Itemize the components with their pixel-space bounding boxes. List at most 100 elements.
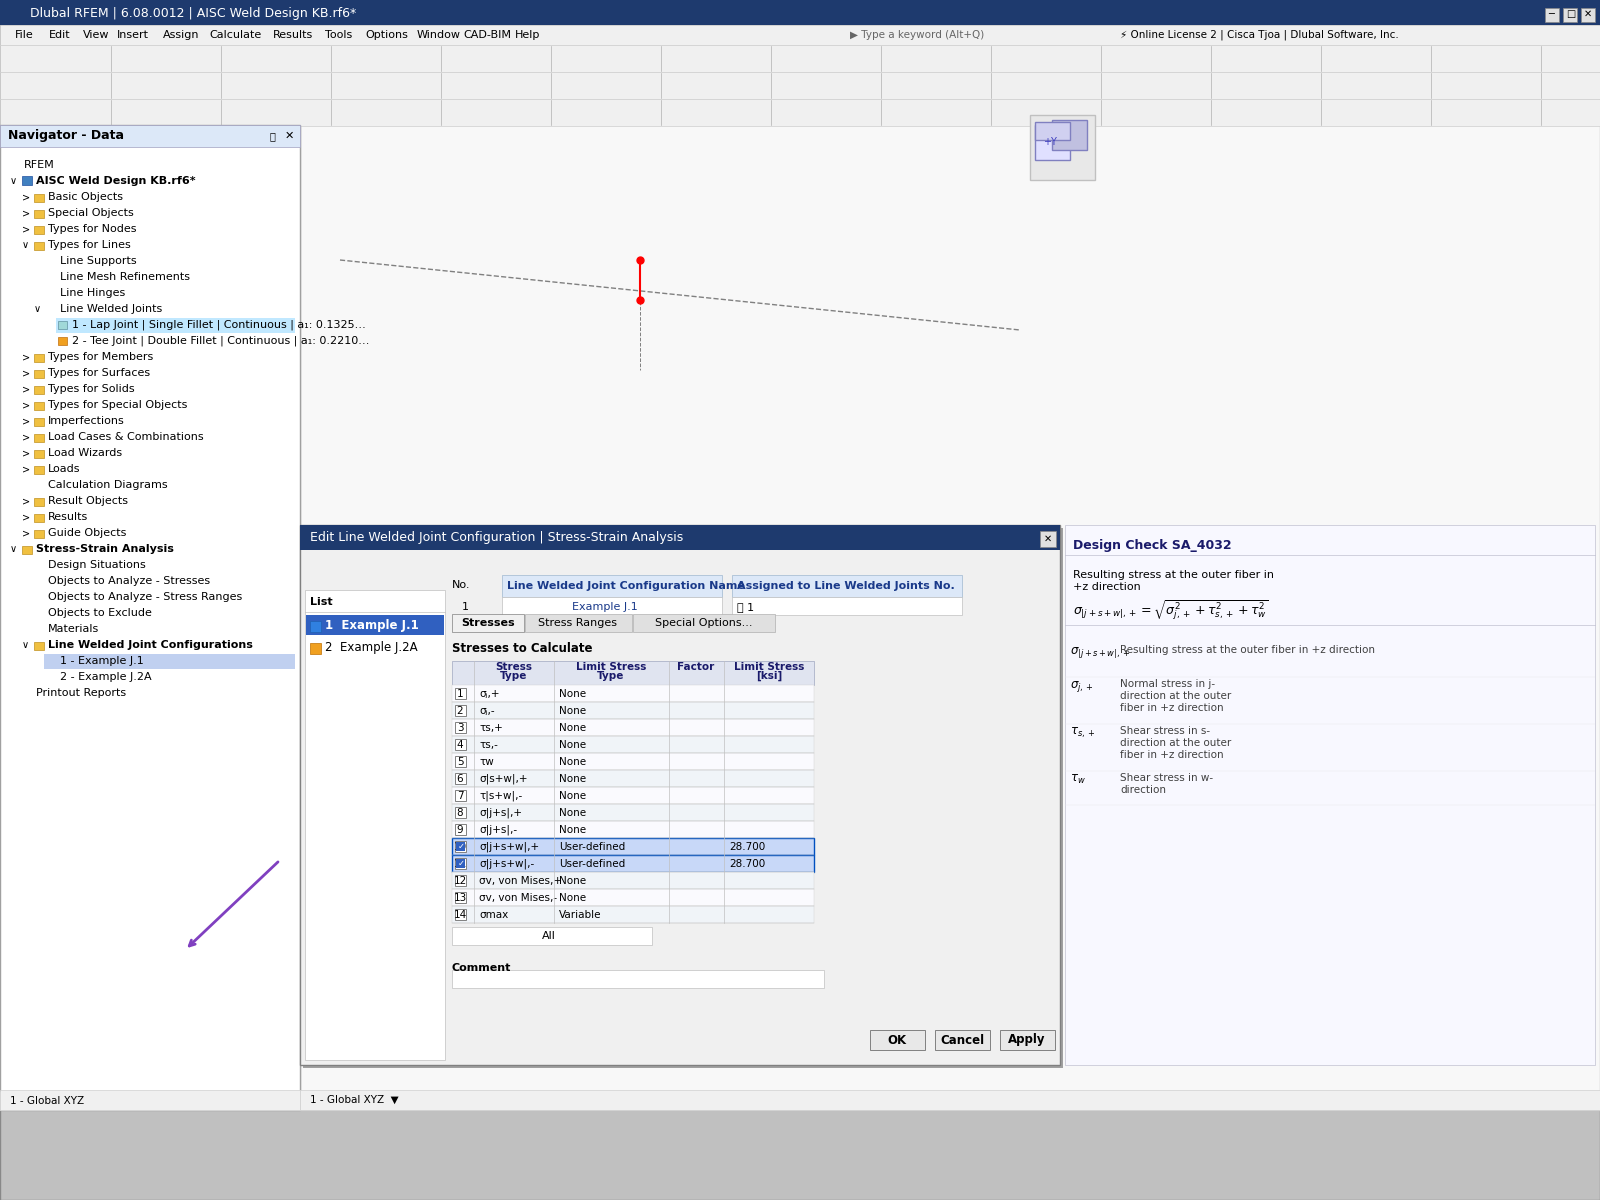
- FancyBboxPatch shape: [454, 824, 466, 835]
- FancyBboxPatch shape: [1066, 526, 1595, 1066]
- Text: ∨: ∨: [34, 304, 42, 314]
- Text: Stress Ranges: Stress Ranges: [539, 618, 618, 628]
- Text: Line Welded Joints: Line Welded Joints: [61, 304, 162, 314]
- Text: $\sigma_{|j+s+w|,+}$: $\sigma_{|j+s+w|,+}$: [1070, 646, 1130, 660]
- Text: Apply: Apply: [1008, 1033, 1046, 1046]
- Text: 28.700: 28.700: [730, 842, 765, 852]
- Text: Types for Surfaces: Types for Surfaces: [48, 368, 150, 378]
- FancyBboxPatch shape: [1000, 1030, 1054, 1050]
- Text: 1 - Example J.1: 1 - Example J.1: [61, 656, 144, 666]
- FancyBboxPatch shape: [454, 688, 466, 698]
- Text: σv, von Mises,-: σv, von Mises,-: [478, 893, 557, 902]
- Text: Navigator - Data: Navigator - Data: [8, 130, 125, 143]
- FancyBboxPatch shape: [453, 614, 525, 632]
- Text: Basic Objects: Basic Objects: [48, 192, 123, 202]
- Text: OK: OK: [888, 1033, 907, 1046]
- Text: σmax: σmax: [478, 910, 509, 920]
- Text: Result Objects: Result Objects: [48, 496, 128, 506]
- FancyBboxPatch shape: [1040, 530, 1056, 547]
- Text: Printout Reports: Printout Reports: [35, 688, 126, 698]
- Text: Cancel: Cancel: [939, 1033, 984, 1046]
- FancyBboxPatch shape: [34, 194, 45, 202]
- Text: fiber in +z direction: fiber in +z direction: [1120, 750, 1224, 760]
- Text: σ|j+s|,+: σ|j+s|,+: [478, 808, 522, 818]
- Text: >: >: [22, 192, 30, 202]
- Text: Stress-Strain Analysis: Stress-Strain Analysis: [35, 544, 174, 554]
- Text: σ|j+s|,-: σ|j+s|,-: [478, 824, 517, 835]
- Text: None: None: [558, 706, 586, 716]
- FancyBboxPatch shape: [453, 770, 814, 787]
- FancyBboxPatch shape: [502, 575, 722, 596]
- Text: List: List: [310, 596, 333, 607]
- Text: 11: 11: [453, 859, 467, 869]
- Text: Stress: Stress: [496, 662, 533, 672]
- Text: ▶ Type a keyword (Alt+Q): ▶ Type a keyword (Alt+Q): [850, 30, 984, 40]
- FancyBboxPatch shape: [525, 614, 632, 632]
- Text: σ|j+s+w|,-: σ|j+s+w|,-: [478, 859, 534, 869]
- Text: 1 - Global XYZ: 1 - Global XYZ: [10, 1096, 85, 1106]
- Text: Types for Members: Types for Members: [48, 352, 154, 362]
- Text: Types for Solids: Types for Solids: [48, 384, 134, 394]
- Text: 📌: 📌: [270, 131, 275, 140]
- Text: σ|j+s+w|,+: σ|j+s+w|,+: [478, 841, 539, 852]
- Text: σ|s+w|,+: σ|s+w|,+: [478, 774, 528, 785]
- Text: 🔧 1: 🔧 1: [738, 602, 754, 612]
- FancyBboxPatch shape: [0, 72, 1600, 98]
- Text: 7: 7: [456, 791, 464, 802]
- FancyBboxPatch shape: [453, 906, 814, 923]
- FancyBboxPatch shape: [454, 790, 466, 802]
- Text: Type: Type: [501, 671, 528, 680]
- Text: Special Objects: Special Objects: [48, 208, 134, 218]
- Text: None: None: [558, 876, 586, 886]
- FancyBboxPatch shape: [1030, 115, 1094, 180]
- Text: None: None: [558, 808, 586, 818]
- FancyBboxPatch shape: [454, 739, 466, 750]
- FancyBboxPatch shape: [454, 841, 466, 852]
- Text: Assign: Assign: [163, 30, 200, 40]
- Text: $\sigma_{|j+s+w|,+} = \sqrt{\sigma^2_{j,+} + \tau^2_{s,+} + \tau^2_w}$: $\sigma_{|j+s+w|,+} = \sqrt{\sigma^2_{j,…: [1074, 598, 1269, 622]
- FancyBboxPatch shape: [453, 754, 814, 770]
- FancyBboxPatch shape: [1546, 8, 1558, 22]
- Text: Help: Help: [515, 30, 541, 40]
- Text: [ksi]: [ksi]: [755, 671, 782, 682]
- Text: Stresses to Calculate: Stresses to Calculate: [453, 642, 592, 654]
- Text: File: File: [14, 30, 34, 40]
- FancyBboxPatch shape: [453, 787, 814, 804]
- FancyBboxPatch shape: [34, 434, 45, 442]
- Text: User-defined: User-defined: [558, 842, 626, 852]
- Text: Resulting stress at the outer fiber in: Resulting stress at the outer fiber in: [1074, 570, 1274, 580]
- FancyBboxPatch shape: [456, 842, 466, 851]
- FancyBboxPatch shape: [34, 226, 45, 234]
- Text: Shear stress in w-: Shear stress in w-: [1120, 773, 1213, 782]
- FancyBboxPatch shape: [733, 596, 962, 614]
- Text: 1: 1: [462, 602, 469, 612]
- Text: ∨: ∨: [22, 240, 29, 250]
- Text: None: None: [558, 774, 586, 784]
- Text: Load Cases & Combinations: Load Cases & Combinations: [48, 432, 203, 442]
- Text: ✓: ✓: [458, 841, 464, 851]
- Text: Types for Lines: Types for Lines: [48, 240, 131, 250]
- FancyBboxPatch shape: [58, 337, 67, 346]
- FancyBboxPatch shape: [454, 773, 466, 784]
- FancyBboxPatch shape: [0, 125, 301, 1110]
- Text: 1 - Lap Joint | Single Fillet | Continuous | a₁: 0.1325…: 1 - Lap Joint | Single Fillet | Continuo…: [72, 319, 366, 330]
- Text: >: >: [22, 496, 30, 506]
- Text: ∨: ∨: [10, 544, 18, 554]
- Text: Normal stress in j-: Normal stress in j-: [1120, 679, 1214, 689]
- FancyBboxPatch shape: [301, 1090, 1600, 1110]
- Text: ✕: ✕: [1043, 534, 1053, 544]
- Text: direction at the outer: direction at the outer: [1120, 691, 1232, 701]
- Text: 2 - Example J.2A: 2 - Example J.2A: [61, 672, 152, 682]
- FancyBboxPatch shape: [301, 125, 1600, 1110]
- Text: Options: Options: [365, 30, 408, 40]
- Text: CAD-BIM: CAD-BIM: [462, 30, 510, 40]
- Text: Materials: Materials: [48, 624, 99, 634]
- Text: Objects to Analyze - Stress Ranges: Objects to Analyze - Stress Ranges: [48, 592, 242, 602]
- FancyBboxPatch shape: [34, 642, 45, 650]
- Text: AISC Weld Design KB.rf6*: AISC Weld Design KB.rf6*: [35, 176, 195, 186]
- FancyBboxPatch shape: [34, 402, 45, 410]
- Text: Types for Special Objects: Types for Special Objects: [48, 400, 187, 410]
- FancyBboxPatch shape: [733, 575, 962, 596]
- Text: ✓: ✓: [458, 858, 464, 868]
- Text: Results: Results: [274, 30, 314, 40]
